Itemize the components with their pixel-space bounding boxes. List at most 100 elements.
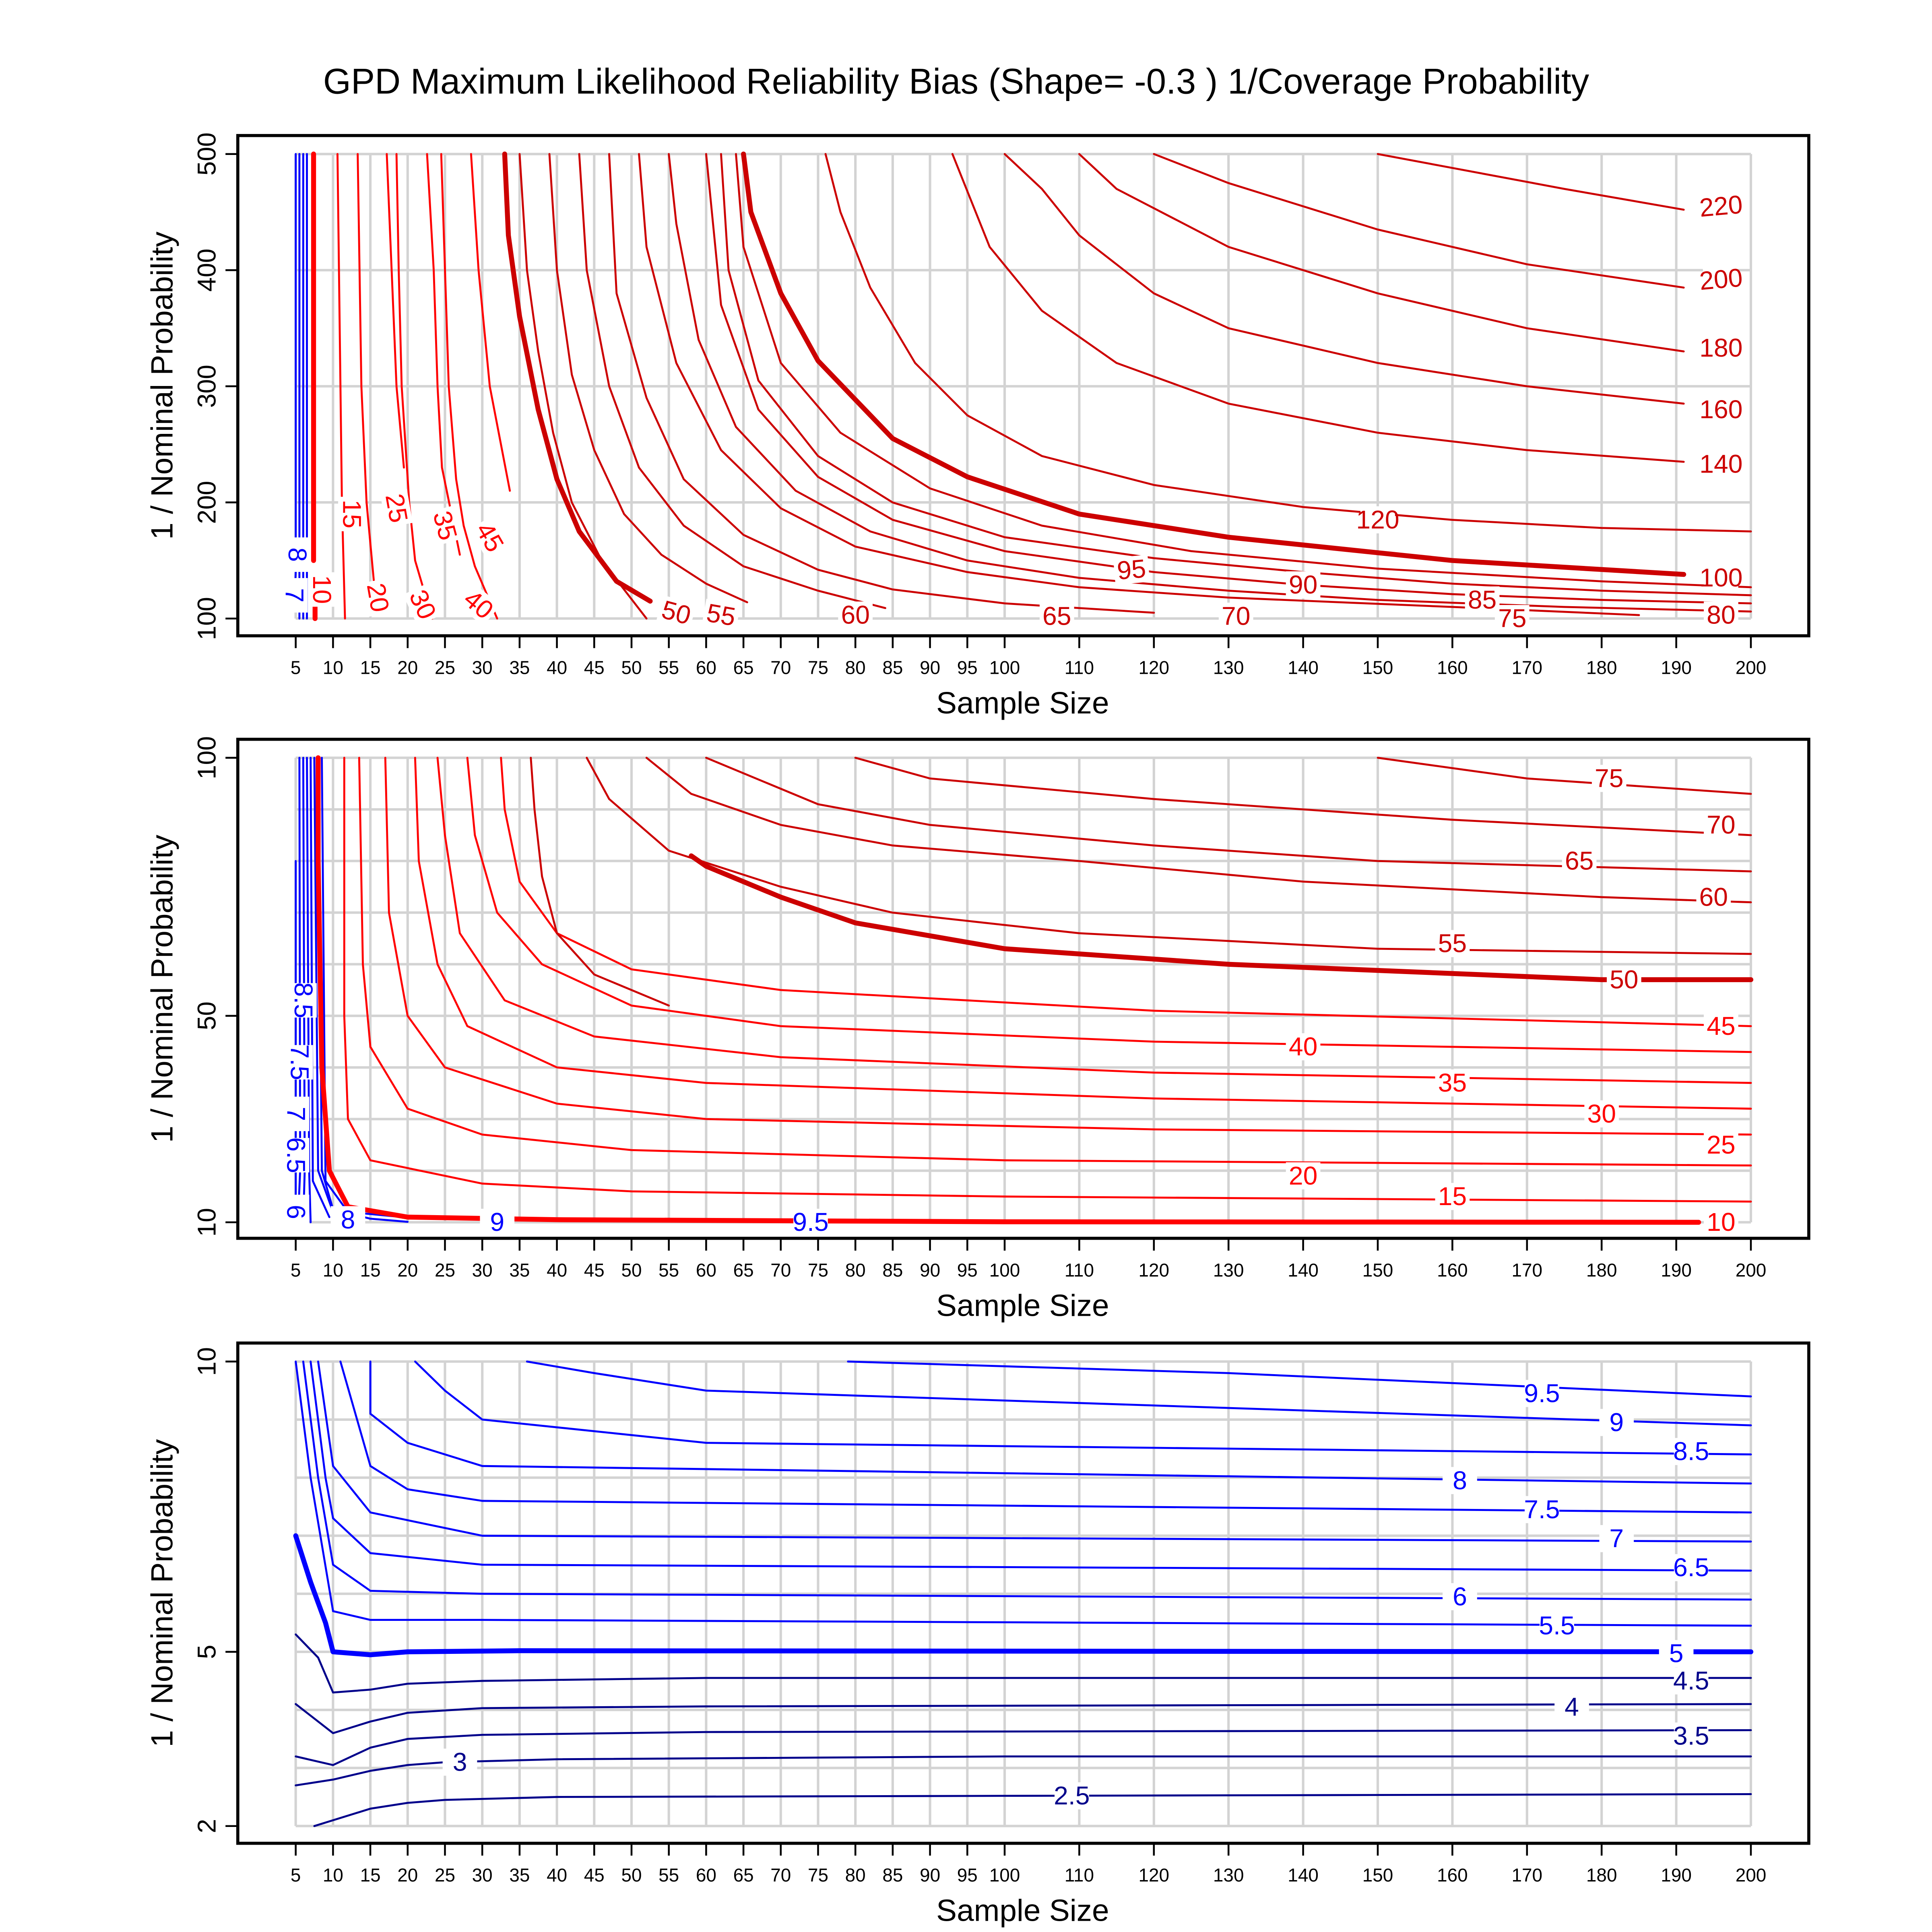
x-tick-label: 110 [1065,657,1094,678]
x-axis: 5 10 15 20 25 30 35 40 45 50 55 60 65 70 75 80 85 90 95 100… [291,1843,1766,1928]
contour-line-40 [466,757,1752,1053]
contour-label-bg [838,601,873,629]
contour-label: 9.5 [793,1208,828,1236]
x-tick-label: 120 [1139,1259,1170,1280]
contour-label: 95 [1116,554,1147,585]
x-tick-label: 180 [1586,1864,1617,1885]
y-axis: 100 200 300 400 500 1 / Nominal Probability [145,132,238,640]
contour-label-bg [281,578,308,613]
x-tick-label: 20 [397,657,418,678]
contour-label: 9 [490,1208,504,1236]
x-tick-label: 80 [845,1864,866,1885]
contour-label-bg [1674,1722,1709,1750]
contour-line-25 [384,757,1752,1136]
contour-label-bg [282,1195,310,1229]
x-tick-label: 85 [882,1259,903,1280]
y-axis-label: 1 / Nominal Probability [145,834,180,1143]
contour-label: 75 [1498,604,1526,633]
contour-line-3 [295,1755,1752,1787]
x-tick-label: 140 [1288,1864,1319,1885]
x-tick-label: 45 [584,1259,605,1280]
x-tick-label: 65 [733,1864,754,1885]
contour-label: 4 [1565,1692,1579,1721]
x-tick-label: 15 [360,1864,381,1885]
contour-line-8 [310,757,330,1218]
x-tick-label: 75 [808,1864,828,1885]
contour-label-bg [338,497,365,531]
contour-line-75 [638,153,1640,616]
contour-line-60 [548,153,748,603]
x-tick-label: 65 [733,1259,754,1280]
x-tick-label: 95 [957,657,978,678]
contour-label: 8 [1453,1466,1467,1495]
x-tick-label: 140 [1288,657,1319,678]
contour-line-8-5 [414,1360,1752,1455]
x-tick-label: 10 [323,657,343,678]
x-tick-label: 20 [397,1864,418,1885]
contour-label-bg [282,1096,310,1131]
x-tick-label: 95 [957,1864,978,1885]
contour-label: 7 [281,1107,310,1121]
contour-line-50b [530,757,670,1007]
x-tick-label: 60 [696,1864,716,1885]
contour-label: 15 [337,500,366,528]
contour-label: 100 [1699,563,1742,592]
y-tick-label: 10 [192,1347,221,1376]
contour-label: 60 [841,601,869,630]
x-axis-label: Sample Size [936,1893,1109,1928]
x-tick-label: 25 [435,1259,455,1280]
contour-label: 60 [1699,882,1728,911]
y-tick-label: 50 [192,1001,221,1030]
contour-label: 10 [1707,1208,1735,1236]
contour-line-70 [854,757,1752,836]
x-tick-label: 50 [621,1259,642,1280]
x-tick-label: 180 [1586,657,1617,678]
contour-label-bg [1494,605,1530,632]
x-tick-label: 70 [770,1259,791,1280]
contour-label: 120 [1356,505,1399,534]
contour-label: 90 [1289,570,1317,599]
x-tick-label: 10 [323,1259,343,1280]
contour-label-bg [1703,264,1740,295]
contour-label: 25 [380,491,413,525]
contour-line-95 [735,153,1752,588]
contour-label: 40 [1289,1032,1317,1061]
contour-label: 8.5 [1673,1437,1709,1466]
contour-label-bg [1525,1380,1559,1407]
contour-label-bg [1286,571,1321,599]
x-tick-label: 130 [1213,1864,1244,1885]
contour-label-bg [289,983,317,1018]
contour-label-bg [1039,603,1074,630]
contour-label: 2.5 [1054,1781,1090,1810]
x-tick-label: 30 [472,657,493,678]
y-tick-label: 500 [192,132,221,175]
contour-label-bg [702,599,741,632]
contour-label: 55 [1438,929,1467,958]
contour-line-5 [293,1533,1754,1657]
panel-2: 75 70 65 60 55 50 45 40 35 30 25 20 15 10 9 9.5 8 6 6.5 7 7.… [145,736,1810,1323]
x-tick-label: 150 [1362,1864,1393,1885]
contour-label: 80 [1707,601,1735,630]
contour-label: 200 [1698,263,1744,295]
contour-label: 3 [453,1747,467,1776]
contour-line-90 [720,153,1752,597]
x-tick-label: 5 [291,1864,301,1885]
contour-label-bg [1703,1012,1738,1040]
contour-line-65 [578,153,886,609]
contour-line-70 [608,153,1155,614]
contour-label-bg [480,1209,515,1236]
contour-label-bg [283,537,311,572]
contour-label: 9.5 [1524,1379,1560,1408]
x-tick-label: 55 [658,1259,679,1280]
x-tick-label: 25 [435,1864,455,1885]
contour-label-bg [1525,1496,1559,1523]
contour-line-25 [386,153,405,469]
x-axis: 5 10 15 20 25 30 35 40 45 50 55 60 65 70 75 80 85 90 95 100… [291,1238,1766,1323]
contour-label-bg [308,572,336,607]
contour-label: 70 [1222,601,1250,630]
contour-label: 70 [1707,810,1735,839]
contour-line-7 [317,1360,1752,1543]
